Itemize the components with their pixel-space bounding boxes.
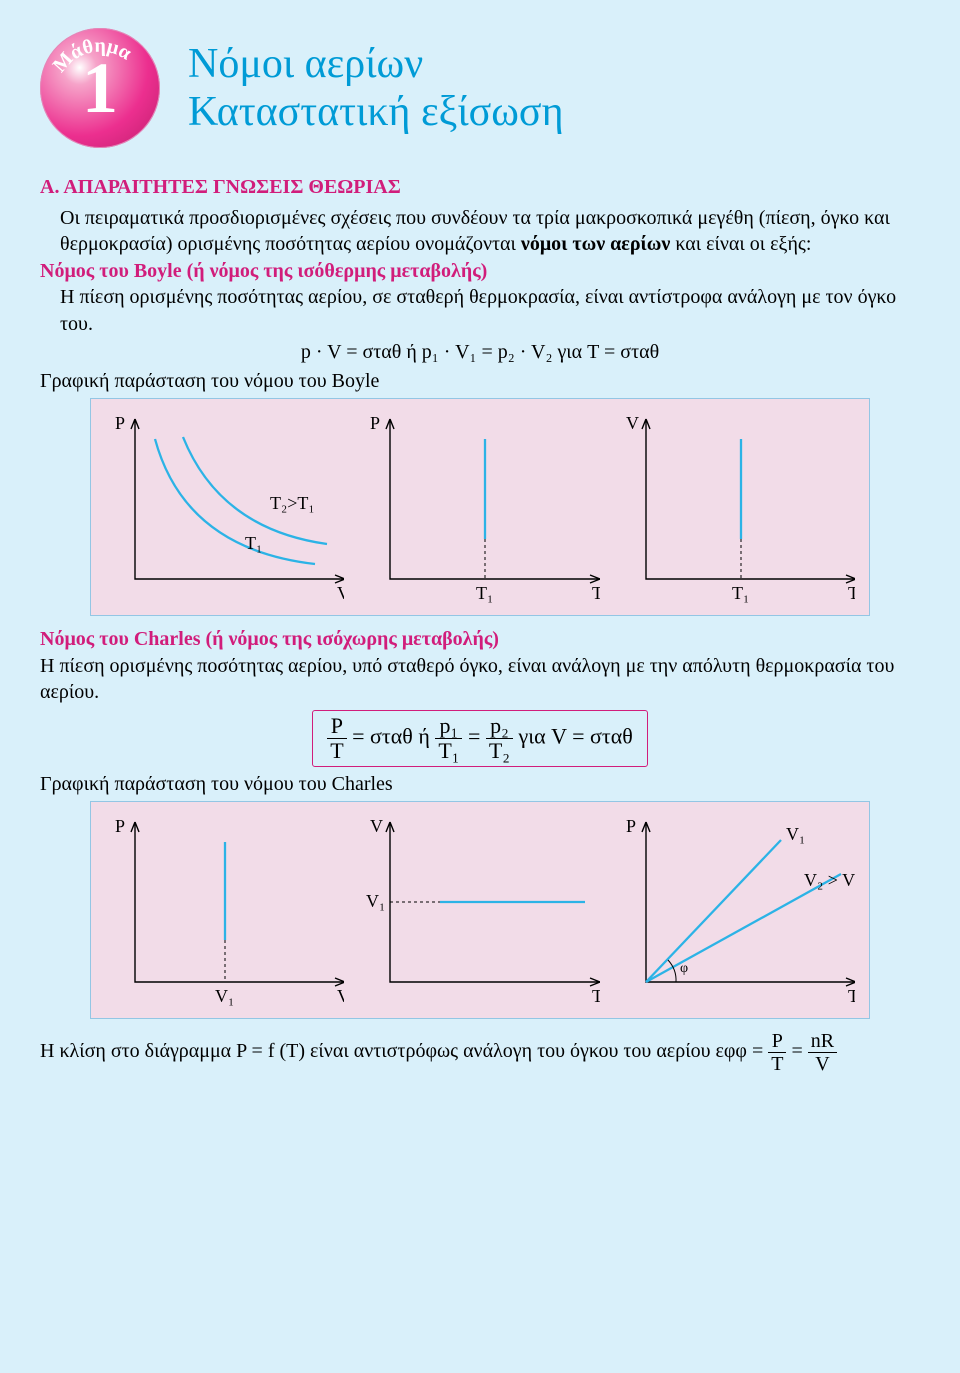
- boyle-c1-iso-hi: T₂>T₁: [270, 493, 315, 513]
- boyle-heading: Νόμος του Boyle (ή νόμος της ισόθερμης μ…: [40, 260, 487, 282]
- slope-f1d: T: [768, 1053, 786, 1074]
- boyle-chart-vt: V T T₁: [616, 409, 855, 609]
- boyle-graph-caption: Γραφική παράσταση του νόμου του Boyle: [40, 368, 920, 394]
- boyle-c1-iso-lo: T₁: [245, 533, 262, 553]
- boyle-c3-ylab: V: [626, 413, 639, 433]
- boyle-c1-xlab: V: [337, 583, 344, 603]
- charles-c2-ylab: V: [370, 816, 383, 836]
- charles-c3-ylab: P: [626, 816, 636, 836]
- lesson-badge: Μάθημα 1: [40, 28, 160, 148]
- boyle-c2-ylab: P: [370, 413, 380, 433]
- section-a-heading: Α. ΑΠΑΡΑΙΤΗΤΕΣ ΓΝΩΣΕΙΣ ΘΕΩΡΙΑΣ: [40, 176, 920, 199]
- lesson-number: 1: [40, 28, 160, 148]
- charles-c2-xlab: T: [592, 986, 599, 1006]
- page-header: Μάθημα 1 Νόμοι αερίων Καταστατική εξίσωσ…: [40, 28, 920, 148]
- charles-c1-ylab: P: [115, 816, 125, 836]
- charles-c1-xlab: V: [337, 986, 344, 1006]
- intro-paragraph: Οι πειραματικά προσδιορισμένες σχέσεις π…: [40, 205, 920, 258]
- slope-a: Η κλίση στο διάγραμμα: [40, 1040, 236, 1062]
- charles-equation: PT = σταθ ή p₁T₁ = p₂T₂ για V = σταθ: [40, 710, 920, 767]
- charles-eq-num: P: [327, 715, 346, 739]
- charles-chart-pv: P V V₁: [105, 812, 344, 1012]
- page-titles: Νόμοι αερίων Καταστατική εξίσωση: [188, 41, 564, 135]
- boyle-equation: p · V = σταθ ή p₁ · V₁ = p₂ · V₂ για T =…: [40, 341, 920, 364]
- charles-eq-mid: = σταθ ή: [352, 723, 435, 748]
- boyle-block: Νόμος του Boyle (ή νόμος της ισόθερμης μ…: [40, 258, 920, 284]
- charles-graph-caption: Γραφική παράσταση του νόμου του Charles: [40, 771, 920, 797]
- charles-c2-mark: V₁: [366, 891, 385, 911]
- intro-text-2: και είναι οι εξής:: [670, 233, 811, 255]
- page-title-line1: Νόμοι αερίων: [188, 41, 564, 87]
- charles-chart-panel: P V V₁ V T V₁ P T V₁ V₂ > V₁: [90, 801, 870, 1019]
- charles-eq-box: PT = σταθ ή p₁T₁ = p₂T₂ για V = σταθ: [312, 710, 648, 767]
- charles-eq-f1d: T₁: [435, 739, 462, 762]
- charles-chart-vt: V T V₁: [360, 812, 599, 1012]
- page-title-line2: Καταστατική εξίσωση: [188, 89, 564, 135]
- charles-eq-den: T: [327, 739, 346, 762]
- boyle-chart-pt: P T T₁: [360, 409, 599, 609]
- boyle-text: Η πίεση ορισμένης ποσότητας αερίου, σε σ…: [40, 284, 920, 337]
- slope-fn: P = f (T): [236, 1040, 305, 1062]
- slope-f1n: P: [768, 1031, 786, 1053]
- boyle-c1-ylab: P: [115, 413, 125, 433]
- charles-c1-mark: V₁: [215, 986, 234, 1006]
- boyle-chart-pv: P V T₂>T₁ T₁: [105, 409, 344, 609]
- slope-line: Η κλίση στο διάγραμμα P = f (T) είναι αν…: [40, 1031, 920, 1074]
- intro-bold: νόμοι των αερίων: [521, 233, 670, 255]
- charles-eq-tail: για V = σταθ: [518, 723, 632, 748]
- charles-c3-angle: φ: [680, 961, 688, 976]
- boyle-c2-mark: T₁: [476, 583, 493, 603]
- charles-c3-rel: V₂ > V₁: [804, 870, 855, 890]
- boyle-c3-mark: T₁: [732, 583, 749, 603]
- charles-c3-hi: V₁: [786, 824, 805, 844]
- slope-eq: =: [791, 1040, 807, 1062]
- slope-f2d: V: [808, 1053, 837, 1074]
- charles-text: Η πίεση ορισμένης ποσότητας αερίου, υπό …: [40, 653, 920, 706]
- boyle-c3-xlab: T: [848, 583, 855, 603]
- charles-heading: Νόμος του Charles (ή νόμος της ισόχωρης …: [40, 628, 499, 650]
- boyle-c2-xlab: T: [592, 583, 599, 603]
- charles-chart-pt: P T V₁ V₂ > V₁ φ: [616, 812, 855, 1012]
- slope-eff: εφφ =: [715, 1040, 768, 1062]
- slope-b: είναι αντιστρόφως ανάλογη του όγκου του …: [310, 1040, 715, 1062]
- charles-c3-xlab: T: [848, 986, 855, 1006]
- charles-eq-f2n: p₂: [486, 715, 513, 739]
- slope-f2n: nR: [808, 1031, 837, 1053]
- charles-eq-f2d: T₂: [486, 739, 513, 762]
- charles-block: Νόμος του Charles (ή νόμος της ισόχωρης …: [40, 626, 920, 652]
- charles-eq-f1n: p₁: [435, 715, 462, 739]
- boyle-chart-panel: P V T₂>T₁ T₁ P T T₁ V T T₁: [90, 398, 870, 616]
